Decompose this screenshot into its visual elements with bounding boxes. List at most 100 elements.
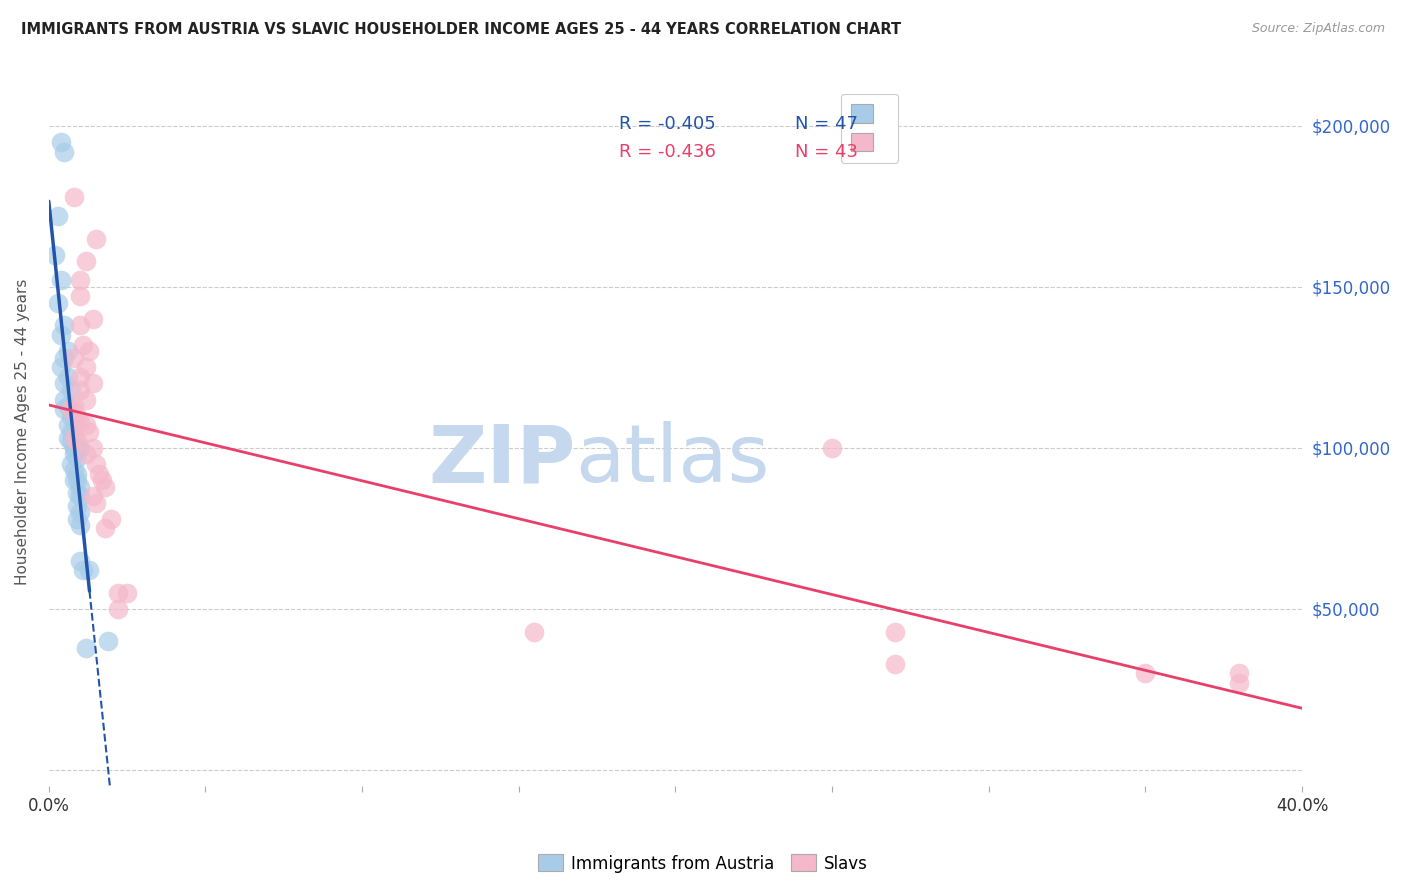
Point (72, 338, 94, 352)
Point (53, 145, 76, 159)
Text: N = 43: N = 43 (794, 143, 858, 161)
Point (59, 409, 82, 423)
Point (66, 434, 89, 449)
Point (75, 447, 97, 461)
Point (75, 360, 97, 375)
Point (66, 441, 89, 455)
Point (107, 602, 129, 616)
Point (69, 554, 91, 568)
Point (94, 521, 117, 535)
Point (63, 415, 86, 429)
Point (46, 209, 69, 223)
Point (51, 135, 73, 149)
Point (72, 563, 94, 577)
Point (84, 457, 107, 471)
Point (69, 479, 91, 493)
Point (523, 624, 546, 639)
Point (87, 467, 110, 481)
Legend: , : , (841, 94, 898, 163)
Text: atlas: atlas (575, 421, 769, 500)
Point (66, 486, 89, 500)
Point (63, 441, 86, 455)
Point (69, 318, 91, 333)
Point (82, 441, 104, 455)
Point (84, 231, 107, 245)
Point (63, 399, 86, 413)
Point (100, 512, 122, 526)
Point (63, 473, 86, 487)
Point (82, 489, 104, 503)
Text: IMMIGRANTS FROM AUSTRIA VS SLAVIC HOUSEHOLDER INCOME AGES 25 - 44 YEARS CORRELAT: IMMIGRANTS FROM AUSTRIA VS SLAVIC HOUSEH… (21, 22, 901, 37)
Point (69, 370, 91, 384)
Point (59, 402, 82, 417)
Point (51, 328, 73, 343)
Point (53, 351, 76, 365)
Point (66, 473, 89, 487)
Point (63, 447, 86, 461)
Point (63, 463, 86, 477)
Text: ZIP: ZIP (427, 421, 575, 500)
Point (63, 441, 86, 455)
Point (59, 383, 82, 397)
Point (63, 351, 86, 365)
Point (63, 431, 86, 445)
Point (69, 441, 91, 455)
Point (53, 318, 76, 333)
Point (97, 634, 120, 648)
Point (69, 415, 91, 429)
Point (66, 441, 89, 455)
Point (53, 376, 76, 391)
Point (75, 640, 97, 655)
Point (56, 344, 79, 359)
Point (79, 563, 101, 577)
Point (56, 431, 79, 445)
Point (883, 657, 905, 671)
Point (69, 518, 91, 533)
Point (84, 496, 107, 510)
Text: N = 47: N = 47 (794, 114, 858, 133)
Text: Source: ZipAtlas.com: Source: ZipAtlas.com (1251, 22, 1385, 36)
Point (69, 489, 91, 503)
Text: R = -0.405: R = -0.405 (619, 114, 716, 133)
Point (66, 467, 89, 481)
Point (75, 392, 97, 407)
Point (1135, 666, 1157, 681)
Point (1229, 666, 1251, 681)
Point (69, 289, 91, 303)
Text: R = -0.436: R = -0.436 (619, 143, 716, 161)
Point (75, 418, 97, 433)
Point (63, 189, 86, 203)
Point (56, 370, 79, 384)
Point (115, 586, 138, 600)
Point (59, 434, 82, 449)
Point (1229, 676, 1251, 690)
Point (69, 383, 91, 397)
Point (66, 409, 89, 423)
Point (79, 425, 101, 439)
Point (69, 273, 91, 287)
Point (66, 450, 89, 465)
Point (56, 399, 79, 413)
Point (79, 344, 101, 359)
Point (59, 457, 82, 471)
Point (94, 479, 117, 493)
Point (59, 425, 82, 439)
Point (51, 273, 73, 287)
Legend: Immigrants from Austria, Slavs: Immigrants from Austria, Slavs (531, 847, 875, 880)
Point (82, 312, 104, 326)
Point (53, 402, 76, 417)
Point (107, 586, 129, 600)
Point (66, 512, 89, 526)
Point (44, 247, 66, 261)
Point (56, 418, 79, 433)
Point (51, 360, 73, 375)
Point (53, 392, 76, 407)
Point (883, 624, 905, 639)
Point (82, 376, 104, 391)
Point (821, 441, 844, 455)
Point (66, 499, 89, 513)
Y-axis label: Householder Income Ages 25 - 44 years: Householder Income Ages 25 - 44 years (15, 278, 30, 585)
Point (91, 473, 114, 487)
Point (75, 254, 97, 268)
Point (69, 505, 91, 519)
